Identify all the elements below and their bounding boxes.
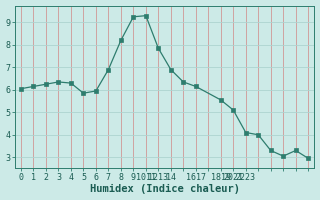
X-axis label: Humidex (Indice chaleur): Humidex (Indice chaleur) — [90, 184, 240, 194]
